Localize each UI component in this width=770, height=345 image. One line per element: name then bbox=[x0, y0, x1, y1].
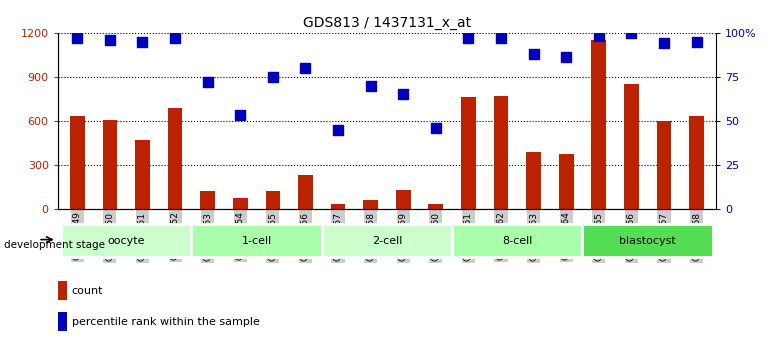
Bar bbox=[582, 224, 713, 257]
Point bbox=[560, 55, 572, 60]
Point bbox=[462, 35, 474, 41]
Text: oocyte: oocyte bbox=[108, 236, 145, 246]
Bar bbox=[494, 96, 508, 209]
Bar bbox=[168, 108, 182, 209]
Text: blastocyst: blastocyst bbox=[619, 236, 676, 246]
Bar bbox=[322, 224, 452, 257]
Bar bbox=[136, 140, 150, 209]
Bar bbox=[591, 40, 606, 209]
Bar bbox=[61, 224, 192, 257]
Point bbox=[266, 74, 279, 79]
Bar bbox=[657, 121, 671, 209]
Text: 1-cell: 1-cell bbox=[242, 236, 272, 246]
Point bbox=[430, 125, 442, 130]
Bar bbox=[70, 116, 85, 209]
Point bbox=[169, 35, 181, 41]
Text: count: count bbox=[72, 286, 103, 296]
Bar bbox=[461, 97, 476, 209]
Point bbox=[300, 65, 312, 71]
Point bbox=[691, 39, 703, 44]
Text: percentile rank within the sample: percentile rank within the sample bbox=[72, 317, 259, 327]
Point bbox=[136, 39, 149, 44]
Point bbox=[593, 33, 605, 39]
Bar bbox=[266, 191, 280, 209]
Bar bbox=[200, 191, 215, 209]
Text: 2-cell: 2-cell bbox=[372, 236, 402, 246]
Text: development stage: development stage bbox=[4, 240, 105, 250]
Bar bbox=[102, 120, 117, 209]
Bar bbox=[559, 155, 574, 209]
Point bbox=[495, 35, 507, 41]
Title: GDS813 / 1437131_x_at: GDS813 / 1437131_x_at bbox=[303, 16, 471, 30]
Text: 8-cell: 8-cell bbox=[502, 236, 533, 246]
Bar bbox=[526, 151, 541, 209]
Point bbox=[202, 79, 214, 85]
Point bbox=[658, 41, 670, 46]
Bar bbox=[233, 198, 248, 209]
Point bbox=[397, 91, 410, 97]
Point bbox=[527, 51, 540, 57]
Bar bbox=[330, 204, 346, 209]
Bar bbox=[298, 175, 313, 209]
Bar bbox=[363, 200, 378, 209]
Bar bbox=[689, 116, 704, 209]
Bar bbox=[624, 84, 638, 209]
Point bbox=[104, 37, 116, 42]
Bar bbox=[452, 224, 582, 257]
Bar bbox=[396, 190, 410, 209]
Point bbox=[332, 127, 344, 132]
Point bbox=[234, 113, 246, 118]
Point bbox=[364, 83, 377, 88]
Bar bbox=[428, 204, 444, 209]
Bar bbox=[192, 224, 322, 257]
Point bbox=[71, 35, 83, 41]
Point bbox=[625, 30, 638, 36]
